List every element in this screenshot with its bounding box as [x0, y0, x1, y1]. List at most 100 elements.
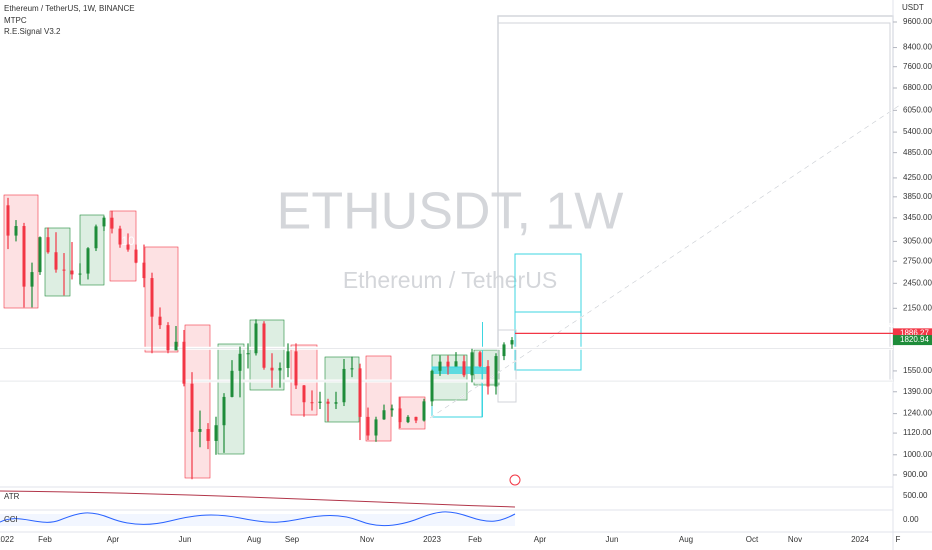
- x-tick-label: Feb: [38, 535, 52, 544]
- y-tick-label: 6800.00: [903, 83, 932, 92]
- y-tick-label: 2750.00: [903, 256, 932, 265]
- candle-body: [438, 361, 442, 371]
- candle-body: [422, 401, 426, 421]
- y-tick-label: 1240.00: [903, 409, 932, 418]
- candle-body: [150, 278, 154, 317]
- y-tick-label: 3850.00: [903, 192, 932, 201]
- candle-body: [310, 402, 314, 404]
- y-tick-label: 1390.00: [903, 387, 932, 396]
- y-tick-label: 2150.00: [903, 303, 932, 312]
- candle-body: [54, 252, 58, 270]
- cci-band: [0, 514, 515, 526]
- y-tick-label: 1120.00: [903, 428, 932, 437]
- pane-tick: 500.00: [903, 491, 928, 500]
- candle-body: [126, 244, 130, 250]
- price-tag: [893, 335, 932, 346]
- candle-body: [470, 352, 474, 376]
- x-tick-label: 2023: [423, 535, 441, 544]
- candle-body: [318, 401, 322, 403]
- candle-body: [198, 429, 202, 432]
- y-tick-label: 3050.00: [903, 237, 932, 246]
- x-tick-label: 2022: [0, 535, 14, 544]
- candle-body: [454, 361, 458, 367]
- count-label: 11: [452, 326, 465, 340]
- candle-body: [302, 385, 306, 403]
- candle-body: [238, 353, 242, 371]
- candle-body: [94, 226, 98, 249]
- pane-label: CCI: [4, 515, 18, 524]
- watermark: ETHUSDT, 1W: [277, 183, 624, 241]
- pane-label: ATR: [4, 492, 20, 501]
- zone: [144, 246, 179, 353]
- x-tick-label: Aug: [247, 535, 261, 544]
- currency-label: USDT: [902, 3, 924, 12]
- candle-body: [358, 368, 362, 417]
- candle-body: [430, 370, 434, 402]
- candle-body: [390, 408, 394, 411]
- candle-body: [62, 269, 66, 271]
- candle-body: [166, 325, 170, 351]
- candle-body: [14, 226, 18, 236]
- candle-body: [30, 272, 34, 287]
- candle-body: [382, 410, 386, 420]
- y-tick-label: 900.00: [903, 470, 928, 479]
- candle-body: [134, 249, 138, 263]
- zone: [432, 367, 487, 374]
- event-icon[interactable]: [509, 474, 521, 486]
- candle-body: [158, 316, 162, 326]
- candle-body: [286, 351, 290, 368]
- candle-body: [270, 367, 274, 371]
- candle-body: [78, 273, 82, 275]
- cci-line: [0, 511, 516, 527]
- x-tick-label: Sep: [285, 535, 300, 544]
- candle-body: [214, 425, 218, 441]
- candle-body: [22, 226, 26, 287]
- candle-body: [502, 344, 506, 357]
- candle-body: [478, 352, 482, 367]
- candle-body: [118, 228, 122, 245]
- candle-body: [510, 340, 514, 345]
- candle-body: [174, 341, 178, 351]
- zone: [109, 210, 137, 282]
- x-tick-label: F: [896, 535, 901, 544]
- x-tick-label: Jun: [179, 535, 192, 544]
- x-tick-label: Nov: [788, 535, 802, 544]
- zone: [324, 356, 360, 423]
- candle-body: [406, 416, 410, 423]
- trend-line: [429, 104, 901, 419]
- candle-body: [230, 370, 234, 397]
- indicator-label: R.E.Signal V3.2: [4, 27, 61, 36]
- candle-body: [342, 368, 346, 403]
- annotation: Monthly trend signal triggers here if hi…: [716, 320, 905, 329]
- candle-body: [38, 237, 42, 273]
- candle-body: [222, 396, 226, 426]
- y-tick-label: 8400.00: [903, 43, 932, 52]
- candle-body: [462, 361, 466, 376]
- atr-line: [0, 490, 516, 508]
- x-tick-label: Apr: [107, 535, 120, 544]
- candle-body: [46, 237, 50, 253]
- candle-body: [6, 205, 10, 236]
- price-tag-label: 1886.27: [900, 328, 929, 337]
- candle-body: [366, 416, 370, 436]
- y-tick-label: 7600.00: [903, 62, 932, 71]
- x-tick-label: Nov: [360, 535, 374, 544]
- candle-body: [374, 419, 378, 436]
- candle-body: [278, 367, 282, 371]
- y-tick-label: 1000.00: [903, 450, 932, 459]
- zone: [398, 396, 426, 430]
- candle-body: [206, 429, 210, 441]
- zone: [184, 324, 211, 479]
- y-tick-label: 4250.00: [903, 173, 932, 182]
- pane-tick: 0.00: [903, 515, 919, 524]
- candle-body: [142, 262, 146, 279]
- y-tick-label: 2450.00: [903, 278, 932, 287]
- target-box: [514, 311, 582, 371]
- candle-body: [294, 351, 298, 386]
- x-tick-label: 2024: [851, 535, 869, 544]
- candle-body: [398, 408, 402, 423]
- candle-body: [254, 323, 258, 354]
- candle-body: [334, 402, 338, 404]
